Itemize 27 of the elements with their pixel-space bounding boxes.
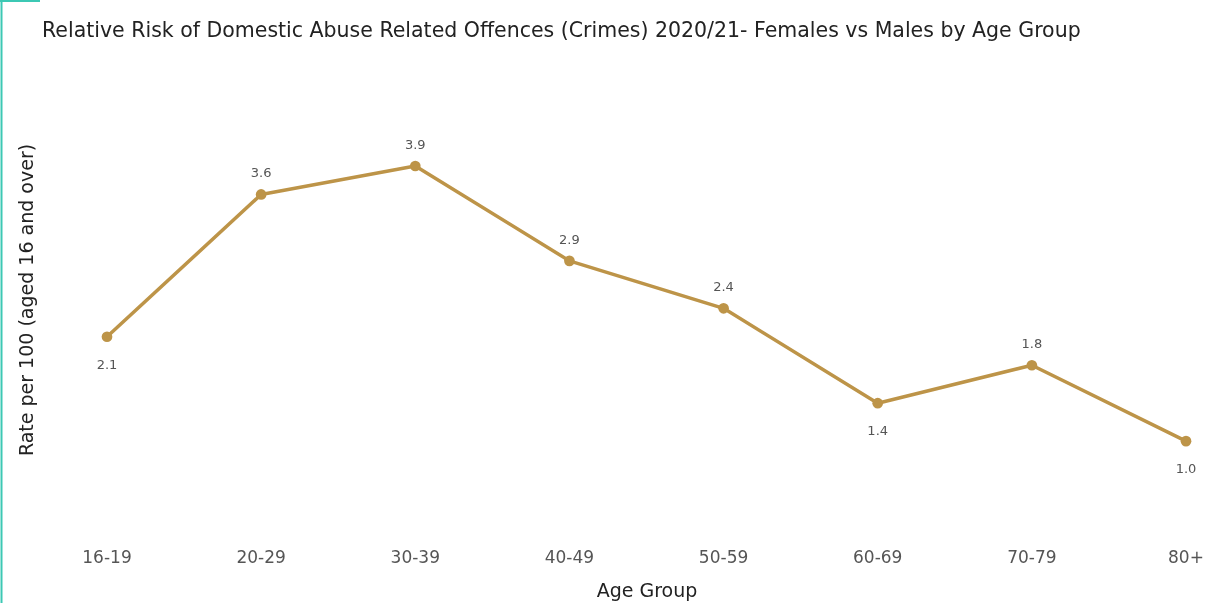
point bbox=[1026, 359, 1038, 371]
data-label: 2.1 bbox=[96, 356, 118, 372]
x-tick-label: 30-39 bbox=[390, 547, 440, 567]
data-label: 1.4 bbox=[867, 423, 889, 439]
point bbox=[255, 189, 267, 200]
point bbox=[872, 397, 884, 409]
x-tick-label: 50-59 bbox=[698, 547, 749, 567]
point bbox=[564, 255, 575, 267]
point bbox=[1180, 435, 1192, 447]
data-label: 1.8 bbox=[1021, 336, 1043, 352]
x-tick-label: 80+ bbox=[1168, 547, 1204, 567]
data-label: 2.9 bbox=[559, 231, 580, 247]
x-axis-title: Age Group bbox=[596, 579, 698, 601]
x-tick-label: 20-29 bbox=[236, 547, 286, 567]
x-tick-label: 60-69 bbox=[853, 547, 903, 567]
data-label: 3.6 bbox=[250, 165, 272, 181]
point bbox=[718, 302, 729, 314]
y-axis-title: Rate per 100 (aged 16 and over) bbox=[15, 143, 37, 457]
x-tick-label: 40-49 bbox=[544, 547, 595, 567]
x-tick-label: 70-79 bbox=[1007, 547, 1057, 567]
point bbox=[101, 331, 113, 343]
chart-title: Relative Risk of Domestic Abuse Related Offences (Crimes) 2020/21- Females vs Males by Age Group bbox=[42, 18, 1081, 42]
data-label: 2.4 bbox=[713, 279, 734, 295]
data-label: 3.9 bbox=[404, 137, 426, 152]
data-label: 1.0 bbox=[1175, 461, 1197, 477]
x-tick-label: 16-19 bbox=[82, 547, 132, 567]
point bbox=[409, 160, 421, 172]
